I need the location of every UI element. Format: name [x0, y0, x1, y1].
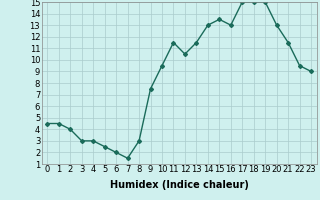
X-axis label: Humidex (Indice chaleur): Humidex (Indice chaleur) — [110, 180, 249, 190]
